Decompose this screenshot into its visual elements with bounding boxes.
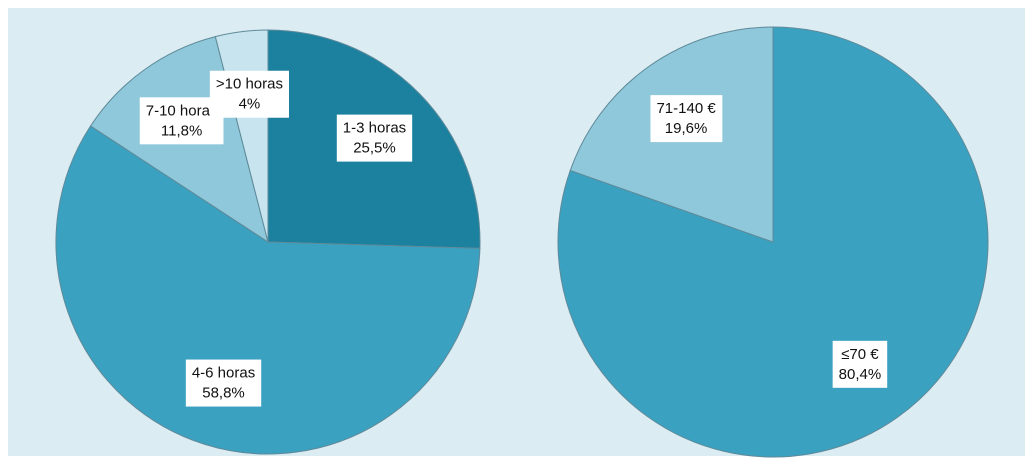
label-box: [832, 340, 888, 388]
slice-value: 58,8%: [202, 385, 245, 402]
pie-slice: [55, 125, 481, 455]
slice-label: 7-10 horas 11,8%: [139, 97, 224, 145]
slice-value: 80,4%: [839, 366, 882, 383]
slice-label: >10 horas 4%: [209, 70, 289, 118]
slice-label: 1-3 horas 25,5%: [336, 114, 413, 162]
slice-category: 1-3 horas: [343, 120, 406, 137]
label-box: [650, 95, 723, 143]
slice-value: 25,5%: [353, 140, 396, 157]
slice-value: 19,6%: [665, 120, 708, 137]
slice-category: 7-10 horas: [146, 102, 218, 119]
slice-label: 71-140 € 19,6%: [650, 95, 723, 143]
slice-value: 4%: [239, 96, 261, 113]
slice-label: ≤70 € 80,4%: [832, 340, 888, 388]
label-box: [139, 97, 224, 145]
slice-category: >10 horas: [216, 76, 283, 93]
slice-category: 71-140 €: [656, 100, 716, 117]
label-box: [209, 70, 289, 118]
slice-label: 4-6 horas 58,8%: [185, 359, 262, 407]
slice-value: 11,8%: [161, 122, 202, 139]
slice-category: ≤70 €: [841, 346, 879, 363]
label-box: [185, 359, 262, 407]
slice-category: 4-6 horas: [192, 365, 255, 382]
label-box: [336, 114, 413, 162]
